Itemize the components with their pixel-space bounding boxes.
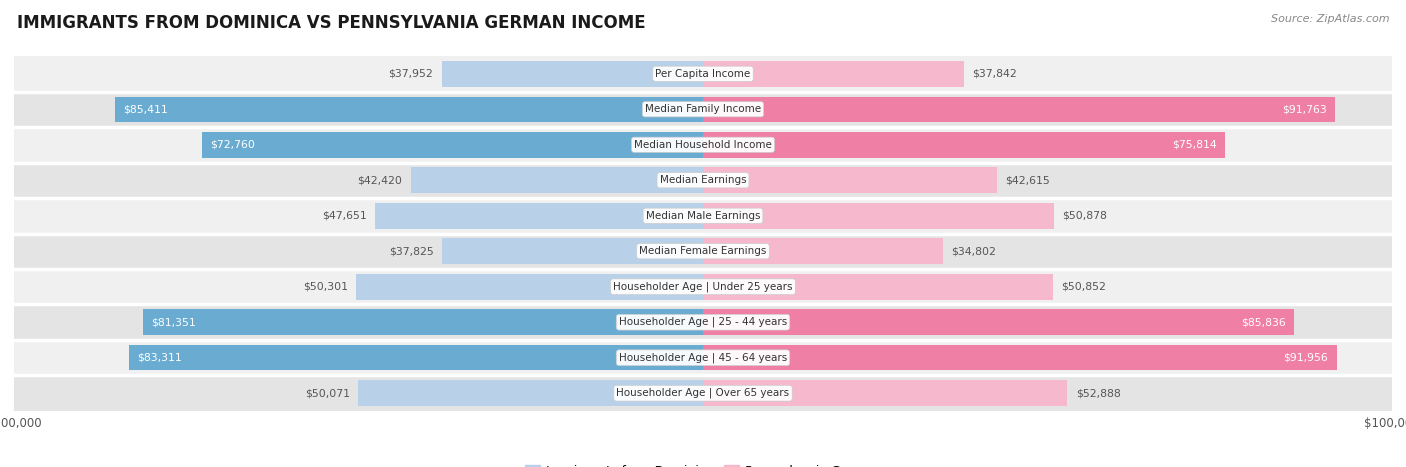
Bar <box>703 274 1053 299</box>
Text: Householder Age | 25 - 44 years: Householder Age | 25 - 44 years <box>619 317 787 327</box>
Bar <box>703 239 943 264</box>
Bar <box>357 274 703 299</box>
Bar <box>703 132 1225 157</box>
Text: Householder Age | Over 65 years: Householder Age | Over 65 years <box>616 388 790 398</box>
Bar <box>14 375 1392 411</box>
Text: $50,301: $50,301 <box>304 282 349 292</box>
Bar <box>14 234 1392 269</box>
Bar <box>114 97 703 122</box>
Text: $42,615: $42,615 <box>1005 175 1050 185</box>
Text: Median Household Income: Median Household Income <box>634 140 772 150</box>
Bar <box>411 168 703 193</box>
Bar <box>703 381 1067 406</box>
Text: $85,836: $85,836 <box>1241 317 1286 327</box>
Bar <box>14 269 1392 304</box>
Bar <box>14 163 1392 198</box>
Text: $83,311: $83,311 <box>138 353 181 363</box>
Text: $72,760: $72,760 <box>209 140 254 150</box>
Bar <box>142 310 703 335</box>
Bar <box>703 61 963 86</box>
Bar <box>703 310 1295 335</box>
Text: Median Male Earnings: Median Male Earnings <box>645 211 761 221</box>
Text: $50,071: $50,071 <box>305 388 350 398</box>
Text: $37,952: $37,952 <box>388 69 433 79</box>
Text: $37,825: $37,825 <box>389 246 434 256</box>
Text: $50,878: $50,878 <box>1062 211 1107 221</box>
Text: IMMIGRANTS FROM DOMINICA VS PENNSYLVANIA GERMAN INCOME: IMMIGRANTS FROM DOMINICA VS PENNSYLVANIA… <box>17 14 645 32</box>
Legend: Immigrants from Dominica, Pennsylvania German: Immigrants from Dominica, Pennsylvania G… <box>520 460 886 467</box>
Bar <box>703 168 997 193</box>
Bar <box>703 345 1337 370</box>
Text: $91,956: $91,956 <box>1284 353 1329 363</box>
Bar <box>14 198 1392 234</box>
Bar <box>14 92 1392 127</box>
Text: Median Female Earnings: Median Female Earnings <box>640 246 766 256</box>
Bar <box>14 56 1392 92</box>
Text: Per Capita Income: Per Capita Income <box>655 69 751 79</box>
Text: Householder Age | Under 25 years: Householder Age | Under 25 years <box>613 282 793 292</box>
Bar <box>14 340 1392 375</box>
Text: Source: ZipAtlas.com: Source: ZipAtlas.com <box>1271 14 1389 24</box>
Text: $81,351: $81,351 <box>150 317 195 327</box>
Text: Median Family Income: Median Family Income <box>645 104 761 114</box>
Bar <box>14 127 1392 163</box>
Text: Householder Age | 45 - 64 years: Householder Age | 45 - 64 years <box>619 353 787 363</box>
Bar <box>703 97 1336 122</box>
Bar <box>201 132 703 157</box>
Text: $34,802: $34,802 <box>950 246 995 256</box>
Bar <box>703 203 1053 228</box>
Bar <box>443 239 703 264</box>
Bar <box>441 61 703 86</box>
Bar <box>129 345 703 370</box>
Text: Median Earnings: Median Earnings <box>659 175 747 185</box>
Bar <box>359 381 703 406</box>
Text: $75,814: $75,814 <box>1173 140 1218 150</box>
Text: $47,651: $47,651 <box>322 211 367 221</box>
Text: $52,888: $52,888 <box>1076 388 1121 398</box>
Text: $91,763: $91,763 <box>1282 104 1327 114</box>
Bar <box>375 203 703 228</box>
Text: $50,852: $50,852 <box>1062 282 1107 292</box>
Text: $37,842: $37,842 <box>972 69 1017 79</box>
Text: $85,411: $85,411 <box>122 104 167 114</box>
Text: $42,420: $42,420 <box>357 175 402 185</box>
Bar <box>14 304 1392 340</box>
